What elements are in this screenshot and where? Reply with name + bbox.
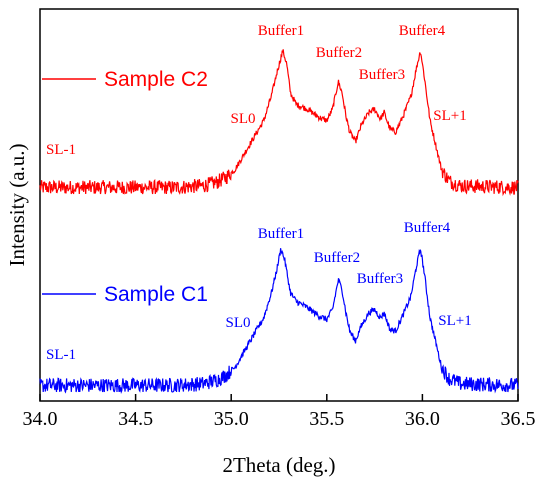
- annotation-label: Buffer4: [399, 23, 446, 39]
- annotation-label: SL+1: [438, 313, 471, 329]
- annotation-label: Buffer2: [316, 45, 362, 61]
- annotation-label: Buffer4: [404, 220, 451, 236]
- annotation-label: SL-1: [46, 347, 76, 363]
- legend-label: Sample C2: [104, 68, 208, 91]
- plot-frame: [39, 8, 519, 402]
- x-tick-label: 34.5: [118, 408, 153, 430]
- annotations: Buffer1 Buffer2 Buffer3 Buffer4 SL0 SL+1 SL-1 B…: [46, 23, 472, 363]
- series-line-sample-c2: [39, 49, 519, 197]
- annotation-label: Buffer3: [359, 67, 405, 83]
- annotation-label: SL+1: [433, 108, 466, 124]
- annotation-label: SL0: [230, 111, 255, 127]
- legend: Sample C2 Sample C1: [42, 68, 208, 306]
- legend-label: Sample C1: [104, 283, 208, 306]
- annotation-label: SL-1: [46, 142, 76, 158]
- series-layer: [39, 49, 519, 394]
- x-tick-label: 36.5: [501, 408, 536, 430]
- annotation-label: Buffer1: [258, 226, 304, 242]
- annotation-label: SL0: [225, 315, 250, 331]
- series-line-sample-c1: [39, 248, 519, 394]
- x-tick-label: 34.0: [23, 408, 58, 430]
- annotation-label: Buffer3: [357, 271, 403, 287]
- x-tick-label: 35.0: [214, 408, 249, 430]
- annotation-label: Buffer2: [314, 250, 360, 266]
- y-axis-title: Intensity (a.u.): [5, 143, 29, 266]
- x-axis-title: 2Theta (deg.): [222, 453, 335, 477]
- annotation-label: Buffer1: [258, 23, 304, 39]
- x-tick-label: 36.0: [405, 408, 440, 430]
- x-tick-label: 35.5: [309, 408, 344, 430]
- x-ticks: 34.0 34.5 35.0 35.5 36.0 36.5: [23, 394, 536, 430]
